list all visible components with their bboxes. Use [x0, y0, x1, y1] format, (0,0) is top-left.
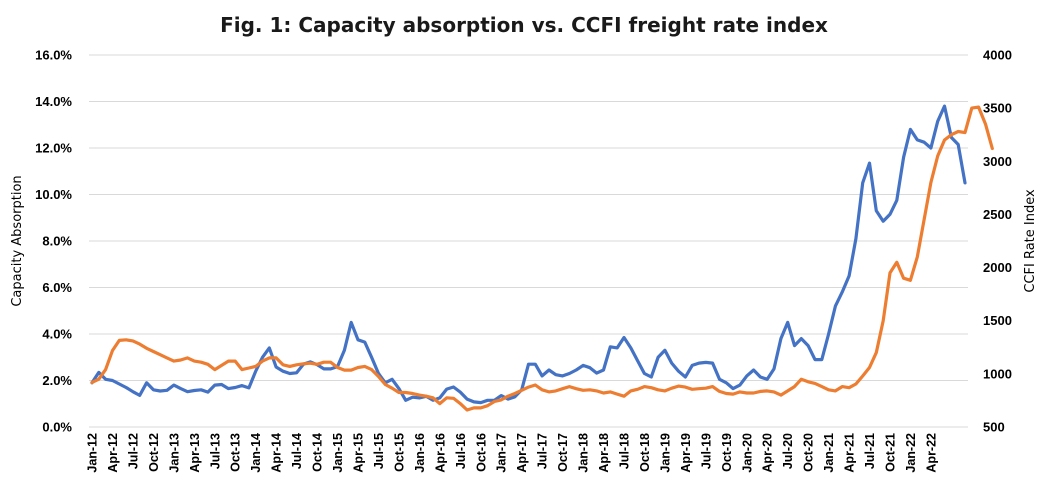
x-tick-label: Oct-13	[229, 433, 243, 472]
x-tick-label: Oct-18	[638, 433, 652, 472]
x-tick-label: Jan-16	[413, 433, 427, 473]
y2-tick-label: 1500	[983, 313, 1012, 328]
x-tick-label: Jul-20	[781, 433, 795, 469]
y2-tick-label: 4000	[983, 48, 1012, 63]
y2-tick-label: 500	[983, 420, 1005, 435]
x-tick-label: Jul-12	[126, 433, 140, 469]
x-tick-label: Jan-17	[495, 433, 509, 473]
x-tick-label: Oct-17	[556, 433, 570, 472]
y2-tick-label: 3500	[983, 101, 1012, 116]
x-tick-label: Oct-16	[474, 433, 488, 472]
x-tick-label: Oct-21	[883, 433, 897, 472]
x-tick-label: Apr-18	[597, 433, 611, 473]
x-tick-label: Apr-14	[270, 433, 284, 473]
x-tick-label: Oct-14	[311, 433, 325, 472]
y-tick-label: 2.0%	[42, 373, 72, 388]
x-tick-label: Apr-16	[433, 433, 447, 473]
y-tick-label: 4.0%	[42, 327, 72, 342]
x-tick-label: Jul-17	[536, 433, 550, 469]
series-lines	[90, 104, 994, 412]
series-line-ccfi	[90, 105, 994, 412]
x-tick-label: Jul-13	[208, 433, 222, 469]
x-tick-label: Jan-18	[577, 433, 591, 473]
y-tick-label: 12.0%	[35, 141, 72, 156]
x-tick-label: Jan-22	[904, 433, 918, 473]
x-tick-label: Apr-21	[843, 433, 857, 473]
left-axis-ticks: 0.0% 2.0% 4.0% 6.0% 8.0% 10.0% 12.0% 14.0% 16.0%	[35, 48, 72, 435]
x-tick-label: Jul-19	[699, 433, 713, 469]
y2-tick-label: 2500	[983, 207, 1012, 222]
x-tick-label: Apr-12	[106, 433, 120, 473]
x-tick-label: Oct-12	[147, 433, 161, 472]
x-tick-label: Jul-16	[454, 433, 468, 469]
x-tick-label: Oct-20	[802, 433, 816, 472]
y2-tick-label: 1000	[983, 366, 1012, 381]
y2-axis-title: CCFI Rate Index	[1023, 189, 1038, 293]
x-tick-label: Jan-19	[658, 433, 672, 473]
x-tick-label: Apr-13	[188, 433, 202, 473]
chart-title: Fig. 1: Capacity absorption vs. CCFI fre…	[220, 13, 828, 37]
y-tick-label: 10.0%	[35, 187, 72, 202]
x-tick-label: Oct-15	[392, 433, 406, 472]
y-tick-label: 16.0%	[35, 48, 72, 63]
x-tick-label: Apr-19	[679, 433, 693, 473]
series-line-capacity	[90, 104, 967, 405]
x-tick-label: Apr-17	[515, 433, 529, 473]
x-tick-label: Apr-15	[351, 433, 365, 473]
x-tick-label: Jan-13	[167, 433, 181, 473]
x-tick-label: Jan-21	[822, 433, 836, 473]
y-tick-label: 6.0%	[42, 280, 72, 295]
y2-tick-label: 3000	[983, 154, 1012, 169]
x-tick-label: Jul-15	[372, 433, 386, 469]
x-tick-label: Jul-14	[290, 433, 304, 469]
x-tick-label: Jan-20	[740, 433, 754, 473]
y-tick-label: 14.0%	[35, 94, 72, 109]
right-axis-ticks: 500 1000 1500 2000 2500 3000 3500 4000	[983, 48, 1012, 435]
x-tick-label: Jan-12	[86, 433, 100, 473]
y-tick-label: 8.0%	[42, 234, 72, 249]
gridlines	[89, 54, 968, 428]
x-tick-label: Jan-15	[331, 433, 345, 473]
x-tick-label: Jul-18	[617, 433, 631, 469]
x-tick-label: Apr-20	[761, 433, 775, 473]
y2-tick-label: 2000	[983, 260, 1012, 275]
x-tick-label: Oct-19	[720, 433, 734, 472]
y-axis-title: Capacity Absorption	[10, 175, 25, 306]
x-axis-ticks: Jan-12 Apr-12 Jul-12 Oct-12 Jan-13 Apr-13 Jul-…	[86, 433, 939, 473]
x-tick-label: Jul-21	[863, 433, 877, 469]
x-tick-label: Apr-22	[924, 433, 938, 473]
y-tick-label: 0.0%	[42, 420, 72, 435]
x-tick-label: Jan-14	[249, 433, 263, 473]
